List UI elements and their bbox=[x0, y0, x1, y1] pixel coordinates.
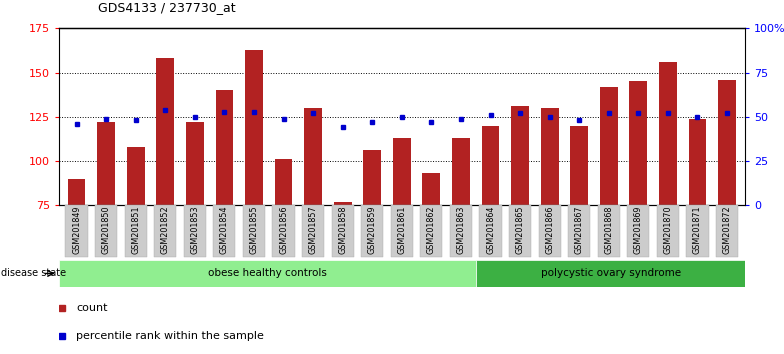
Bar bbox=[67, 179, 85, 205]
FancyBboxPatch shape bbox=[95, 205, 117, 257]
FancyBboxPatch shape bbox=[302, 205, 324, 257]
FancyBboxPatch shape bbox=[59, 260, 477, 287]
FancyBboxPatch shape bbox=[361, 205, 383, 257]
Bar bbox=[186, 122, 204, 205]
Bar bbox=[127, 147, 144, 205]
Text: GSM201868: GSM201868 bbox=[604, 206, 613, 254]
FancyBboxPatch shape bbox=[390, 205, 413, 257]
FancyBboxPatch shape bbox=[183, 205, 206, 257]
Text: GSM201867: GSM201867 bbox=[575, 206, 584, 254]
Bar bbox=[216, 90, 234, 205]
Bar bbox=[363, 150, 381, 205]
Bar bbox=[334, 202, 351, 205]
Text: GSM201850: GSM201850 bbox=[102, 206, 111, 254]
Bar bbox=[511, 106, 529, 205]
FancyBboxPatch shape bbox=[627, 205, 649, 257]
Text: GSM201864: GSM201864 bbox=[486, 206, 495, 254]
Bar bbox=[688, 119, 706, 205]
Text: GSM201851: GSM201851 bbox=[131, 206, 140, 254]
Text: count: count bbox=[76, 303, 107, 313]
FancyBboxPatch shape bbox=[539, 205, 561, 257]
FancyBboxPatch shape bbox=[450, 205, 472, 257]
FancyBboxPatch shape bbox=[716, 205, 739, 257]
Bar bbox=[570, 126, 588, 205]
FancyBboxPatch shape bbox=[597, 205, 620, 257]
Text: GSM201849: GSM201849 bbox=[72, 206, 81, 254]
Bar bbox=[718, 80, 736, 205]
Bar bbox=[630, 81, 648, 205]
Bar bbox=[97, 122, 115, 205]
Bar bbox=[274, 159, 292, 205]
FancyBboxPatch shape bbox=[480, 205, 502, 257]
Text: GSM201866: GSM201866 bbox=[545, 206, 554, 254]
FancyBboxPatch shape bbox=[272, 205, 295, 257]
Bar bbox=[481, 126, 499, 205]
Bar bbox=[304, 108, 322, 205]
Text: GSM201872: GSM201872 bbox=[723, 206, 731, 255]
Text: GSM201869: GSM201869 bbox=[633, 206, 643, 254]
Text: GSM201863: GSM201863 bbox=[456, 206, 466, 254]
FancyBboxPatch shape bbox=[154, 205, 176, 257]
FancyBboxPatch shape bbox=[213, 205, 235, 257]
FancyBboxPatch shape bbox=[125, 205, 147, 257]
FancyBboxPatch shape bbox=[65, 205, 88, 257]
Bar bbox=[600, 87, 618, 205]
Text: obese healthy controls: obese healthy controls bbox=[208, 268, 327, 279]
Text: GSM201861: GSM201861 bbox=[397, 206, 406, 254]
Text: GSM201865: GSM201865 bbox=[516, 206, 524, 254]
FancyBboxPatch shape bbox=[568, 205, 590, 257]
Text: GSM201870: GSM201870 bbox=[663, 206, 673, 254]
Text: disease state: disease state bbox=[1, 268, 66, 279]
FancyBboxPatch shape bbox=[332, 205, 354, 257]
Text: GSM201855: GSM201855 bbox=[249, 206, 259, 255]
Bar bbox=[452, 138, 470, 205]
Bar bbox=[245, 50, 263, 205]
Bar bbox=[156, 58, 174, 205]
Bar bbox=[423, 173, 441, 205]
FancyBboxPatch shape bbox=[477, 260, 745, 287]
Text: GSM201857: GSM201857 bbox=[309, 206, 318, 255]
Text: GSM201859: GSM201859 bbox=[368, 206, 377, 255]
Text: polycystic ovary syndrome: polycystic ovary syndrome bbox=[540, 268, 681, 279]
Bar bbox=[541, 108, 558, 205]
FancyBboxPatch shape bbox=[509, 205, 532, 257]
Text: GSM201858: GSM201858 bbox=[338, 206, 347, 254]
FancyBboxPatch shape bbox=[657, 205, 679, 257]
FancyBboxPatch shape bbox=[420, 205, 442, 257]
Bar bbox=[659, 62, 677, 205]
Text: GSM201871: GSM201871 bbox=[693, 206, 702, 254]
FancyBboxPatch shape bbox=[243, 205, 265, 257]
Text: percentile rank within the sample: percentile rank within the sample bbox=[76, 331, 264, 341]
Text: GSM201856: GSM201856 bbox=[279, 206, 288, 254]
Text: GSM201852: GSM201852 bbox=[161, 206, 170, 255]
Text: GSM201854: GSM201854 bbox=[220, 206, 229, 254]
FancyBboxPatch shape bbox=[687, 205, 709, 257]
Text: GSM201853: GSM201853 bbox=[191, 206, 199, 254]
Text: GSM201862: GSM201862 bbox=[426, 206, 436, 254]
Text: GDS4133 / 237730_at: GDS4133 / 237730_at bbox=[98, 1, 236, 14]
Bar bbox=[393, 138, 411, 205]
